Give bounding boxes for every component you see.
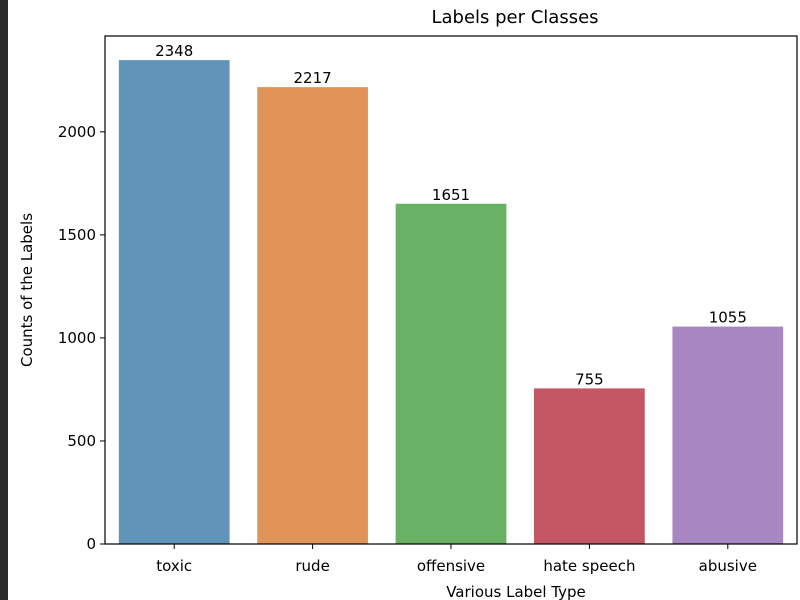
y-tick-label: 0 — [86, 535, 96, 553]
data-labels-group: 2348 2217 1651 755 1055 — [155, 42, 747, 388]
bar-rude — [257, 87, 368, 545]
data-label-rude: 2217 — [294, 69, 332, 87]
chart-title: Labels per Classes — [431, 7, 598, 28]
x-tick-label: offensive — [417, 557, 485, 575]
x-tick-label: abusive — [699, 557, 757, 575]
data-label-offensive: 1651 — [432, 186, 470, 204]
bar-offensive — [395, 203, 507, 544]
data-label-abusive: 1055 — [709, 309, 747, 327]
bar-toxic — [118, 60, 230, 545]
bar-abusive — [672, 326, 784, 544]
bars-group — [118, 60, 784, 545]
y-tick-label: 1500 — [58, 226, 96, 244]
data-label-toxic: 2348 — [155, 42, 193, 60]
y-tick-label: 1000 — [58, 329, 96, 347]
data-label-hate-speech: 755 — [575, 370, 604, 388]
x-axis-ticks: toxic rude offensive hate speech abusive — [156, 544, 757, 575]
y-axis-title: Counts of the Labels — [18, 213, 36, 367]
y-tick-label: 2000 — [58, 123, 96, 141]
window-edge-strip — [0, 0, 8, 600]
y-tick-label: 500 — [67, 432, 96, 450]
x-axis-title: Various Label Type — [446, 583, 586, 600]
x-tick-label: rude — [295, 557, 329, 575]
bar-hate-speech — [534, 388, 645, 544]
x-tick-label: hate speech — [543, 557, 635, 575]
x-tick-label: toxic — [156, 557, 192, 575]
y-axis-ticks: 0 500 1000 1500 2000 — [58, 123, 105, 553]
